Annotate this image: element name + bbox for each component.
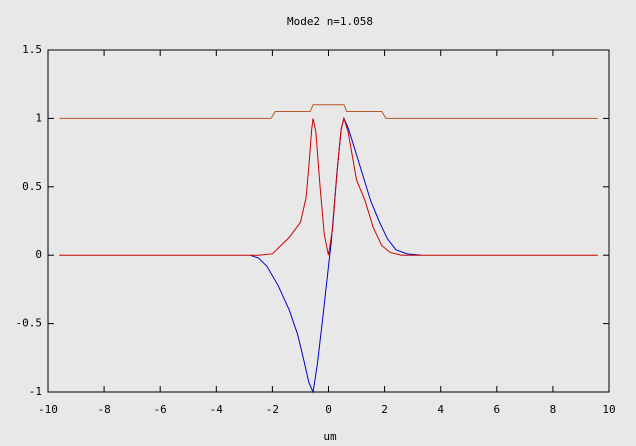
y-tick-label: 0.5 <box>22 180 42 193</box>
x-tick-label: 4 <box>437 403 444 416</box>
series-line <box>59 116 598 256</box>
x-tick-label: -8 <box>97 403 110 416</box>
x-tick-label: 0 <box>325 403 332 416</box>
y-tick-label: -0.5 <box>16 317 43 330</box>
chart-title: Mode2 n=1.058 <box>287 15 373 28</box>
y-tick-label: 0 <box>35 248 42 261</box>
y-tick-label: 1.5 <box>22 43 42 56</box>
x-tick-label: -6 <box>154 403 167 416</box>
series-line <box>59 104 598 119</box>
x-tick-label: 6 <box>493 403 500 416</box>
y-tick-label: 1 <box>35 111 42 124</box>
x-tick-label: 8 <box>550 403 557 416</box>
x-tick-label: 2 <box>381 403 388 416</box>
x-tick-label: -10 <box>38 403 58 416</box>
x-axis-label: um <box>323 430 337 443</box>
y-tick-label: -1 <box>29 385 42 398</box>
plot-frame <box>47 49 610 393</box>
x-tick-label: 10 <box>602 403 615 416</box>
x-tick-label: -2 <box>266 403 279 416</box>
x-tick-label: -4 <box>210 403 224 416</box>
series-line <box>249 116 422 394</box>
